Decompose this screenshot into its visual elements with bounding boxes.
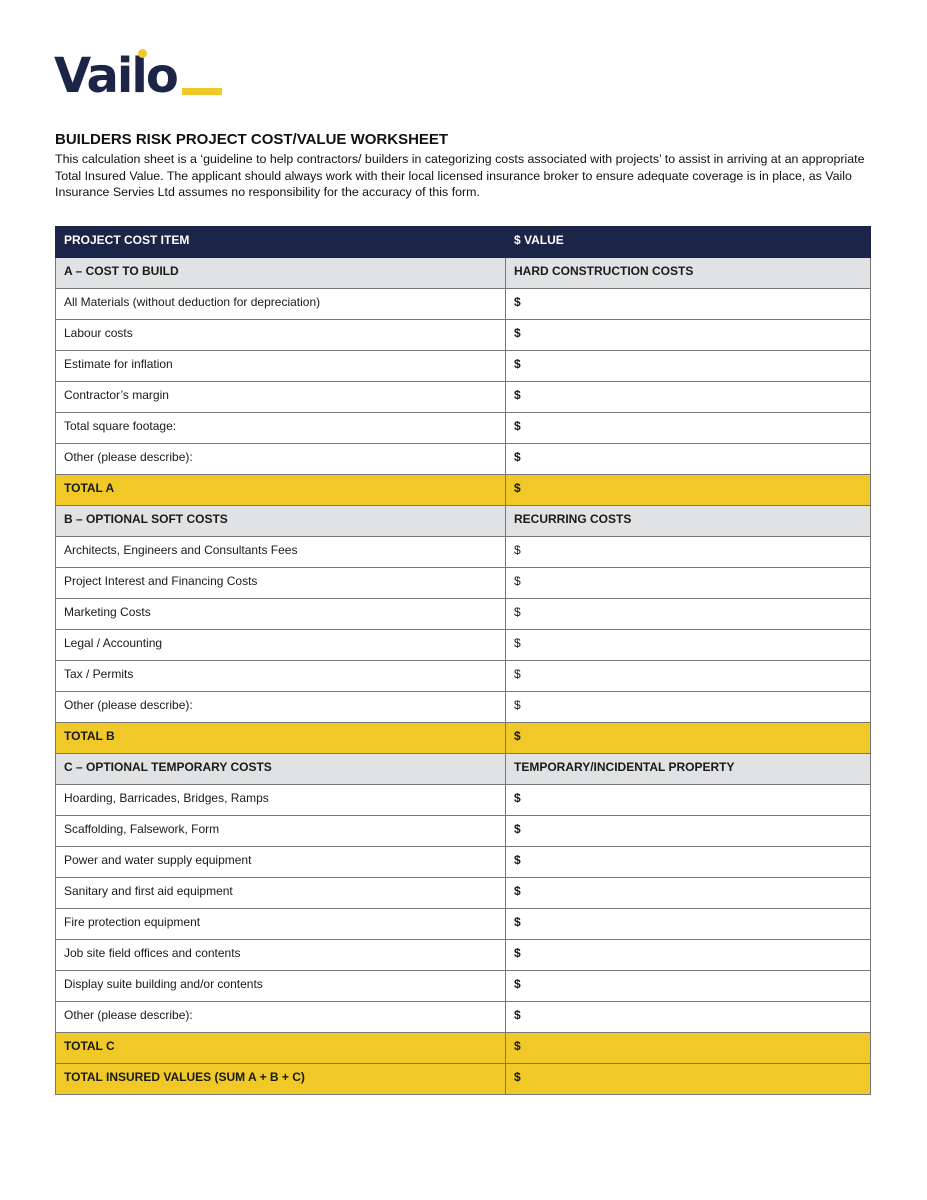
cost-item-label: Scaffolding, Falsework, Form [55, 815, 506, 847]
value-field[interactable]: $ [505, 381, 871, 413]
cost-item-label: B – OPTIONAL SOFT COSTS [55, 505, 506, 537]
section-header-row: C – OPTIONAL TEMPORARY COSTS TEMPORARY/IN… [55, 753, 871, 785]
table-row: Marketing Costs $ [55, 598, 871, 630]
cost-item-label: Other (please describe): [55, 691, 506, 723]
value-field[interactable]: $ [505, 598, 871, 630]
table-header-row: PROJECT COST ITEM $ VALUE [55, 226, 871, 258]
cost-worksheet-table: PROJECT COST ITEM $ VALUE A – COST TO BU… [55, 226, 871, 1095]
page-title: BUILDERS RISK PROJECT COST/VALUE WORKSHE… [55, 131, 449, 148]
cost-item-label: Marketing Costs [55, 598, 506, 630]
value-field[interactable]: $ [505, 660, 871, 692]
cost-item-label: Contractor’s margin [55, 381, 506, 413]
cost-item-label: A – COST TO BUILD [55, 257, 506, 289]
table-row: Tax / Permits $ [55, 660, 871, 692]
table-row: Other (please describe): $ [55, 1001, 871, 1033]
value-field[interactable]: $ [505, 350, 871, 382]
total-row: TOTAL A $ [55, 474, 871, 506]
table-row: Architects, Engineers and Consultants Fe… [55, 536, 871, 568]
logo-underscore-bar [182, 88, 222, 95]
cost-item-label: Estimate for inflation [55, 350, 506, 382]
cost-item-label: TOTAL C [55, 1032, 506, 1064]
table-row: Total square footage: $ [55, 412, 871, 444]
total-row: TOTAL INSURED VALUES (SUM A + B + C) $ [55, 1063, 871, 1095]
cost-item-label: TOTAL B [55, 722, 506, 754]
cost-item-label: TOTAL A [55, 474, 506, 506]
value-field[interactable]: $ [505, 567, 871, 599]
cost-item-label: Hoarding, Barricades, Bridges, Ramps [55, 784, 506, 816]
section-header-row: A – COST TO BUILD HARD CONSTRUCTION COSTS [55, 257, 871, 289]
section-value-label: TEMPORARY/INCIDENTAL PROPERTY [505, 753, 871, 785]
table-row: Hoarding, Barricades, Bridges, Ramps $ [55, 784, 871, 816]
value-field[interactable]: $ [505, 536, 871, 568]
value-field[interactable]: $ [505, 319, 871, 351]
table-row: Power and water supply equipment $ [55, 846, 871, 878]
cost-item-label: All Materials (without deduction for dep… [55, 288, 506, 320]
value-field[interactable]: $ [505, 443, 871, 475]
table-row: Labour costs $ [55, 319, 871, 351]
cost-item-label: C – OPTIONAL TEMPORARY COSTS [55, 753, 506, 785]
intro-text: This calculation sheet is a ‘guideline t… [55, 152, 865, 199]
cost-item-label: Project Interest and Financing Costs [55, 567, 506, 599]
cost-item-label: Total square footage: [55, 412, 506, 444]
cost-item-label: Job site field offices and contents [55, 939, 506, 971]
logo-text: Vailo [54, 48, 179, 104]
cost-item-label: Tax / Permits [55, 660, 506, 692]
value-field[interactable]: $ [505, 722, 871, 754]
table-row: Fire protection equipment $ [55, 908, 871, 940]
cost-item-label: Architects, Engineers and Consultants Fe… [55, 536, 506, 568]
value-field[interactable]: $ [505, 1032, 871, 1064]
value-field[interactable]: $ [505, 908, 871, 940]
value-field[interactable]: $ [505, 1001, 871, 1033]
header-value: $ VALUE [505, 226, 871, 258]
section-header-row: B – OPTIONAL SOFT COSTS RECURRING COSTS [55, 505, 871, 537]
value-field[interactable]: $ [505, 629, 871, 661]
header-project-cost-item: PROJECT COST ITEM [55, 226, 506, 258]
table-row: Other (please describe): $ [55, 691, 871, 723]
value-field[interactable]: $ [505, 288, 871, 320]
table-row: Estimate for inflation $ [55, 350, 871, 382]
cost-item-label: Other (please describe): [55, 1001, 506, 1033]
cost-item-label: TOTAL INSURED VALUES (SUM A + B + C) [55, 1063, 506, 1095]
table-row: Job site field offices and contents $ [55, 939, 871, 971]
value-field[interactable]: $ [505, 474, 871, 506]
value-field[interactable]: $ [505, 815, 871, 847]
section-value-label: HARD CONSTRUCTION COSTS [505, 257, 871, 289]
table-row: Sanitary and first aid equipment $ [55, 877, 871, 909]
table-row: Contractor’s margin $ [55, 381, 871, 413]
section-value-label: RECURRING COSTS [505, 505, 871, 537]
table-row: Project Interest and Financing Costs $ [55, 567, 871, 599]
table-row: Scaffolding, Falsework, Form $ [55, 815, 871, 847]
value-field[interactable]: $ [505, 412, 871, 444]
table-row: Display suite building and/or contents $ [55, 970, 871, 1002]
cost-item-label: Display suite building and/or contents [55, 970, 506, 1002]
total-row: TOTAL B $ [55, 722, 871, 754]
value-field[interactable]: $ [505, 877, 871, 909]
value-field[interactable]: $ [505, 846, 871, 878]
table-row: All Materials (without deduction for dep… [55, 288, 871, 320]
total-row: TOTAL C $ [55, 1032, 871, 1064]
value-field[interactable]: $ [505, 691, 871, 723]
logo-dot [138, 49, 147, 58]
value-field[interactable]: $ [505, 970, 871, 1002]
table-row: Other (please describe): $ [55, 443, 871, 475]
value-field[interactable]: $ [505, 1063, 871, 1095]
cost-item-label: Fire protection equipment [55, 908, 506, 940]
cost-item-label: Legal / Accounting [55, 629, 506, 661]
value-field[interactable]: $ [505, 939, 871, 971]
cost-item-label: Other (please describe): [55, 443, 506, 475]
cost-item-label: Sanitary and first aid equipment [55, 877, 506, 909]
table-row: Legal / Accounting $ [55, 629, 871, 661]
value-field[interactable]: $ [505, 784, 871, 816]
cost-item-label: Labour costs [55, 319, 506, 351]
cost-item-label: Power and water supply equipment [55, 846, 506, 878]
